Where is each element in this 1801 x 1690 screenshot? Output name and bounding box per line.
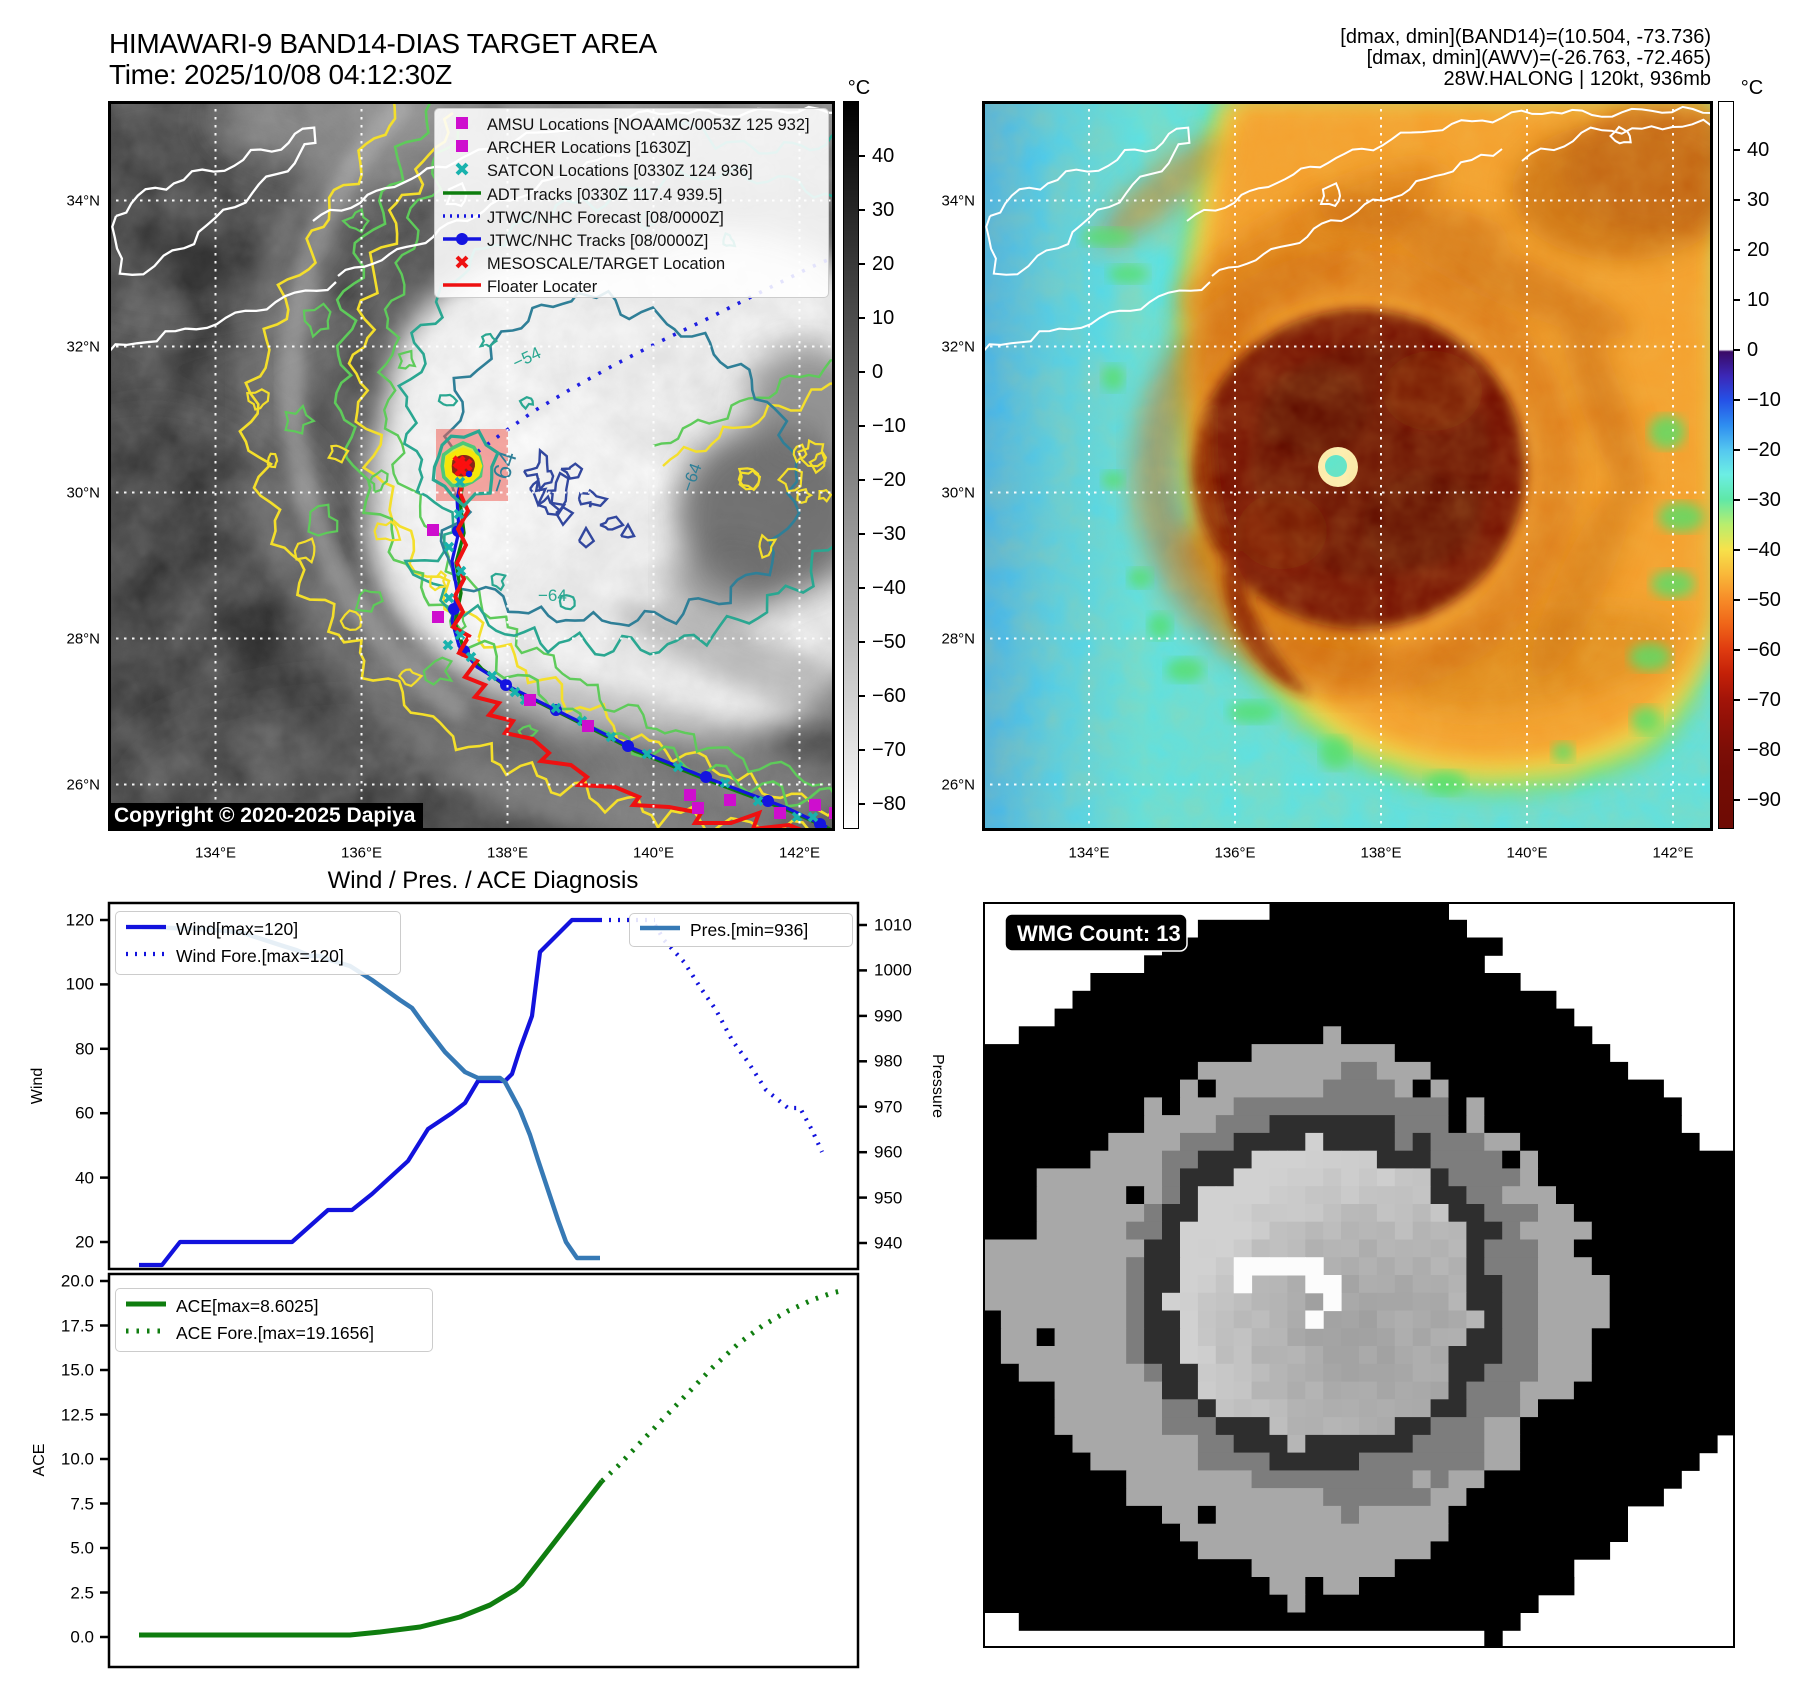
svg-text:WMG Count: 13: WMG Count: 13 [1017, 921, 1181, 946]
svg-text:−64: −64 [538, 586, 567, 605]
